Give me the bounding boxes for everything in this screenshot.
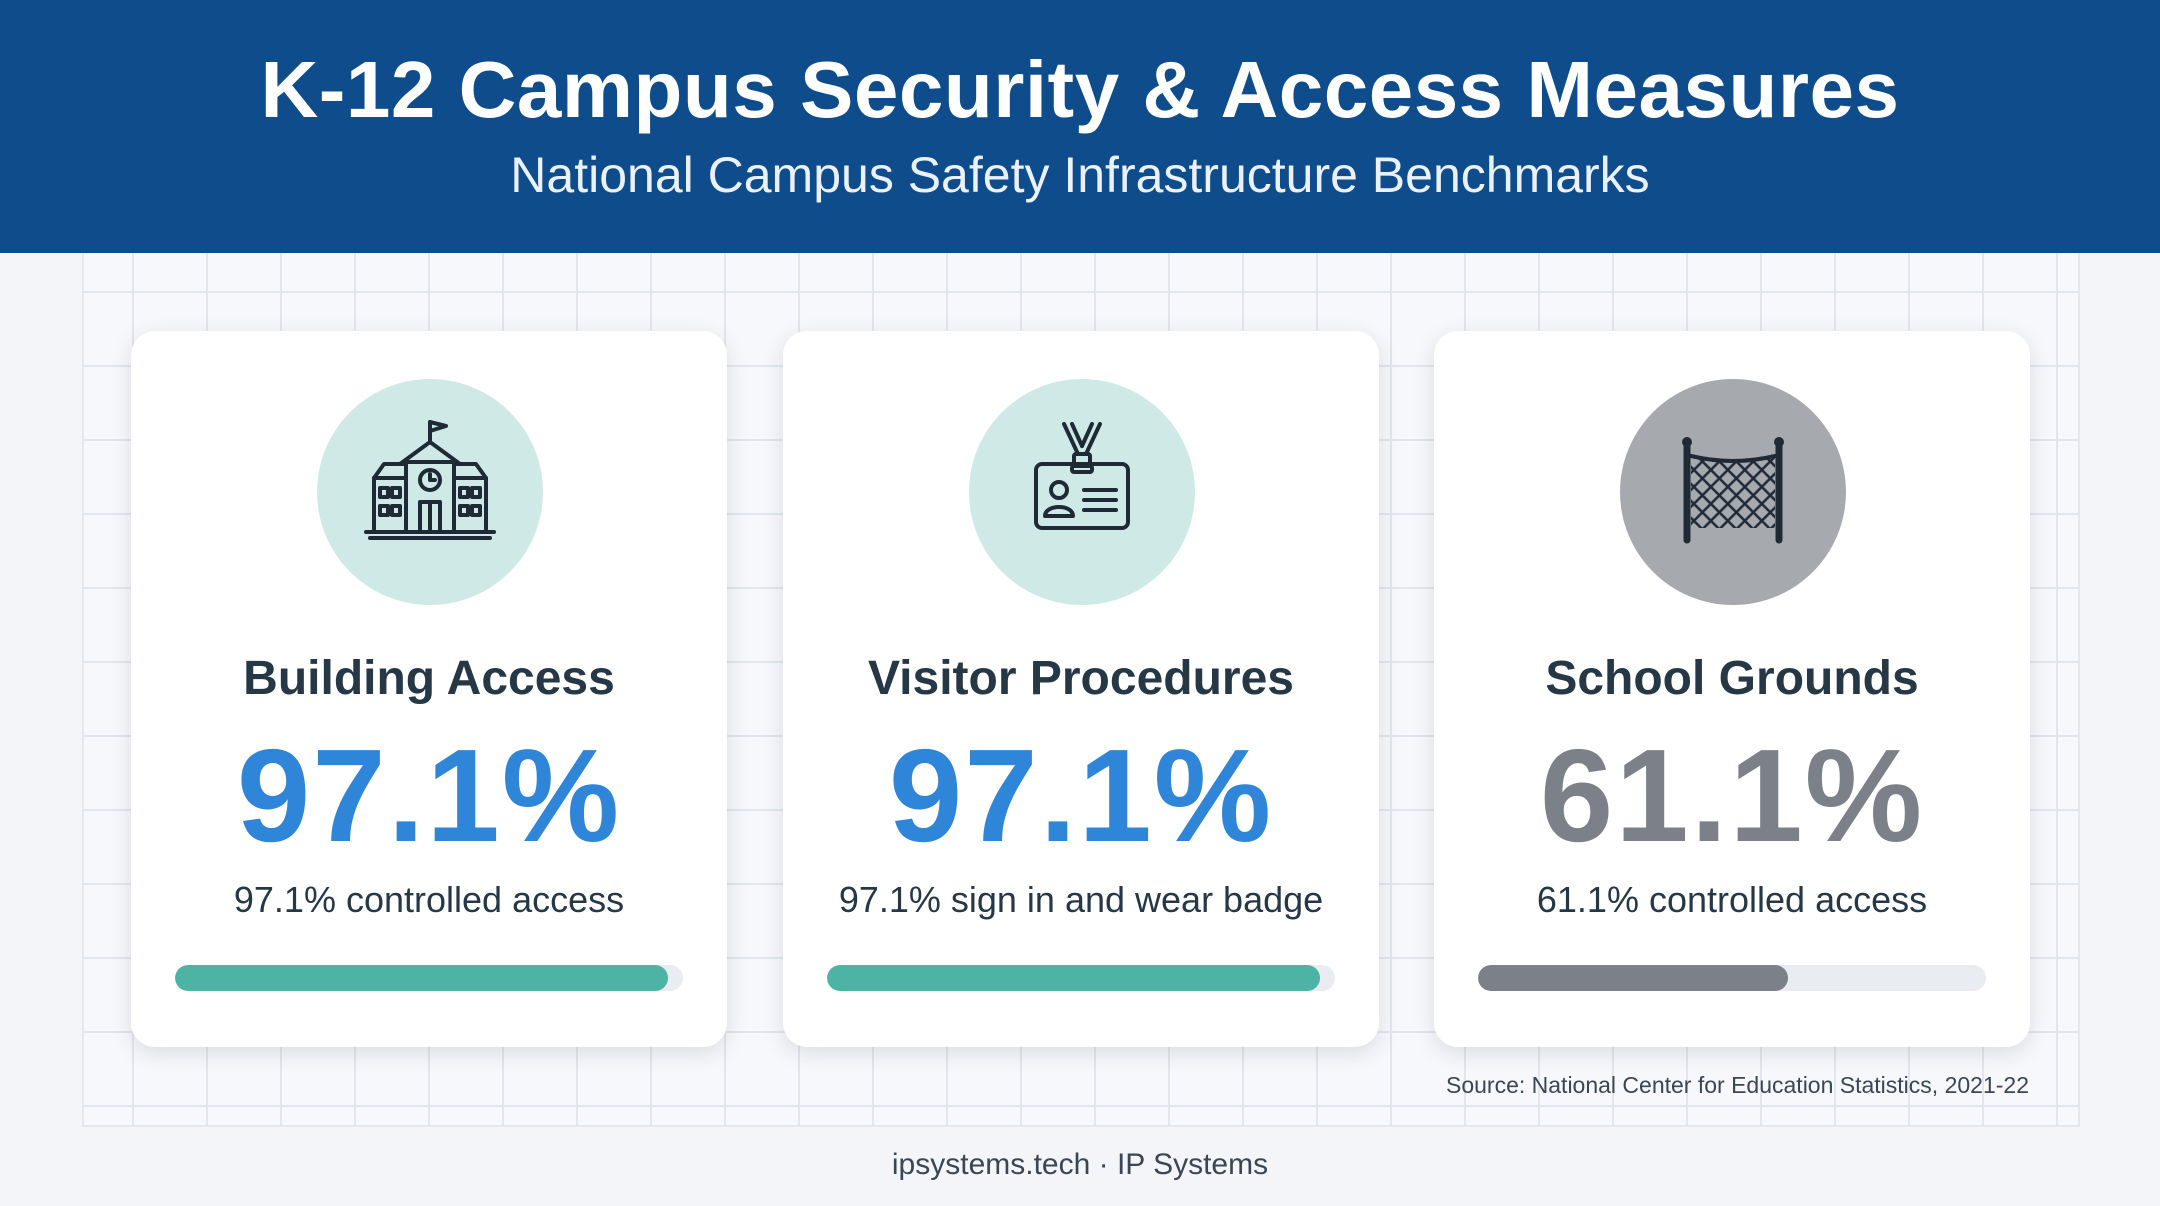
progress-fill [175,965,669,991]
progress-track [1478,965,1986,991]
footer-credit: ipsystems.tech · IP Systems [891,1148,1269,1181]
card-value: 61.1% [1539,722,1925,869]
card-title: Visitor Procedures [868,652,1294,705]
card-value: 97.1% [236,722,622,869]
icon-circle [969,379,1195,605]
card-school-grounds: School Grounds 61.1% 61.1% controlled ac… [1434,331,2030,1047]
id-badge-icon [1034,422,1130,530]
card-title: Building Access [243,652,615,705]
page-subtitle: National Campus Safety Infrastructure Be… [510,147,1650,203]
progress-fill [827,965,1321,991]
card-title: School Grounds [1545,652,1919,705]
fence-icon [1682,437,1784,544]
progress-fill [1478,965,1789,991]
progress-track [175,965,683,991]
source-note: Source: National Center for Education St… [1446,1072,2029,1098]
card-building-access: Building Access 97.1% 97.1% controlled a… [131,331,727,1047]
header-banner: K-12 Campus Security & Access Measures N… [0,0,2160,253]
card-description: 97.1% sign in and wear badge [838,879,1324,920]
icon-circle [1620,379,1846,605]
school-building-icon [364,420,496,540]
card-value: 97.1% [888,722,1274,869]
card-description: 97.1% controlled access [233,879,625,920]
icon-circle [317,379,543,605]
card-description: 61.1% controlled access [1536,879,1928,920]
progress-track [827,965,1335,991]
card-visitor-procedures: Visitor Procedures 97.1% 97.1% sign in a… [783,331,1379,1047]
page-title: K-12 Campus Security & Access Measures [260,45,1900,134]
